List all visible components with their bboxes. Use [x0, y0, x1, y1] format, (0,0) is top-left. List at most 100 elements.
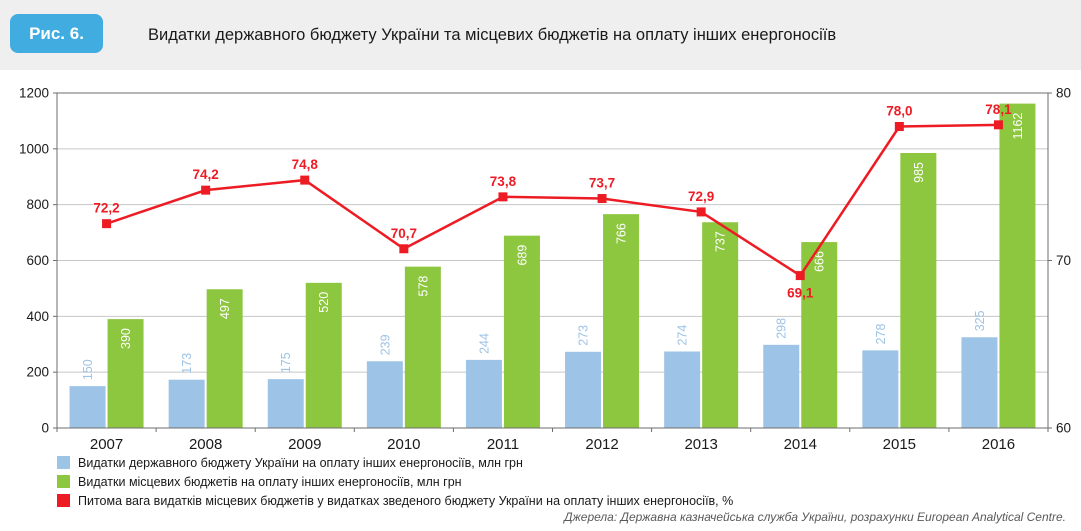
figure-header: Рис. 6. Видатки державного бюджету Украї… — [0, 0, 1081, 70]
bar-value-label: 766 — [615, 223, 629, 244]
line-marker — [201, 185, 211, 195]
bar-value-label: 666 — [813, 251, 827, 272]
plot-border — [56, 92, 1049, 429]
bar-value-label: 520 — [317, 292, 331, 313]
figure-title: Видатки державного бюджету України та мі… — [148, 25, 837, 44]
left-axis-tick: 600 — [26, 253, 49, 268]
bar-series-1: 390 497 520 578 689 766 737 666 985 1162 — [107, 103, 1036, 428]
legend-label-state-budget: Видатки державного бюджету України на оп… — [78, 455, 523, 470]
x-axis-year-label: 2013 — [684, 436, 717, 452]
line-marker — [696, 207, 706, 217]
combo-chart: 0 200 400 600 800 1000 1200 60 70 80 2007 2008 2009 2… — [19, 86, 1071, 453]
x-axis-year-label: 2007 — [90, 436, 123, 452]
bar-value-label: 689 — [515, 245, 529, 266]
line-value-label: 74,2 — [193, 167, 219, 182]
bar — [366, 361, 403, 428]
bar — [603, 214, 640, 428]
left-axis-tick: 1000 — [19, 141, 49, 156]
line-value-label: 72,2 — [93, 201, 119, 216]
bar-series-0: 150 173 175 239 244 273 274 298 278 325 — [69, 310, 998, 428]
bar — [503, 235, 540, 428]
bar — [702, 222, 739, 428]
bar-value-label: 274 — [676, 325, 690, 346]
line-marker — [795, 271, 805, 281]
line-value-label: 72,9 — [688, 189, 714, 204]
legend-label-local-budget: Видатки місцевих бюджетів на оплату інши… — [78, 474, 462, 489]
figure-number-badge: Рис. 6. — [10, 14, 103, 53]
line-marker — [597, 194, 607, 204]
bar-value-label: 985 — [912, 162, 926, 183]
line-value-label: 70,7 — [391, 226, 417, 241]
share-line-path — [106, 123, 999, 278]
left-axis-tick: 800 — [26, 197, 49, 212]
bar — [801, 242, 838, 428]
legend: Видатки державного бюджету України на оп… — [57, 453, 733, 510]
line-value-label: 69,1 — [787, 286, 814, 301]
legend-swatch-state-budget — [57, 456, 70, 469]
line-value-label: 78,1 — [985, 102, 1012, 117]
bar-value-label: 244 — [477, 333, 491, 354]
line-value-label: 74,8 — [292, 157, 319, 172]
bar-value-label: 173 — [180, 353, 194, 374]
bar — [961, 337, 998, 428]
bar-value-label: 325 — [973, 310, 987, 331]
x-axis-year-label: 2009 — [288, 436, 321, 452]
line-marker — [894, 122, 904, 131]
x-axis-year-label: 2011 — [487, 436, 519, 452]
bar-value-label: 578 — [416, 276, 430, 297]
x-axis-year-label: 2008 — [189, 436, 222, 452]
bar-value-label: 150 — [81, 359, 95, 380]
bar-value-label: 278 — [874, 323, 888, 344]
bar — [206, 289, 243, 428]
bar — [763, 344, 800, 428]
x-axis-year-label: 2014 — [784, 436, 817, 452]
bar — [862, 350, 899, 428]
legend-label-share-line: Питома вага видатків місцевих бюджетів у… — [78, 493, 734, 508]
x-axis-year-label: 2016 — [982, 436, 1015, 452]
source-note: Джерела: Державна казначейська служба Ук… — [564, 510, 1066, 524]
bar-value-label: 497 — [218, 298, 232, 319]
left-axis-tick: 0 — [41, 421, 49, 436]
bar — [465, 359, 502, 428]
x-axis-year-label: 2015 — [883, 436, 916, 452]
bar-value-label: 298 — [775, 318, 789, 339]
right-axis-tick: 80 — [1056, 86, 1071, 101]
bar — [168, 379, 205, 428]
bar-value-label: 1162 — [1011, 113, 1025, 140]
bar — [69, 386, 106, 428]
bar — [305, 282, 342, 428]
bar-value-label: 737 — [714, 231, 728, 252]
line-value-label: 73,7 — [589, 176, 615, 191]
bar — [900, 153, 937, 428]
bar-value-label: 239 — [378, 334, 392, 355]
legend-swatch-local-budget — [57, 475, 70, 488]
bar-value-label: 390 — [119, 328, 133, 349]
bar — [404, 266, 441, 428]
gridlines — [57, 148, 1048, 373]
left-axis-tick: 200 — [26, 365, 49, 380]
legend-item-state-budget: Видатки державного бюджету України на оп… — [57, 453, 733, 472]
bar — [664, 351, 701, 428]
legend-item-share-line: Питома вага видатків місцевих бюджетів у… — [57, 491, 733, 510]
line-marker — [399, 244, 409, 254]
axes: 0 200 400 600 800 1000 1200 60 70 80 2007 2008 2009 2… — [19, 86, 1071, 453]
left-axis-tick: 400 — [26, 309, 49, 324]
line-marker — [993, 120, 1003, 130]
line-series: 72,2 74,2 74,8 70,7 73,8 73,7 72,9 69,1 78,0 78,1 — [93, 102, 1012, 301]
line-marker — [498, 192, 508, 202]
bar — [107, 319, 144, 428]
line-value-label: 73,8 — [490, 174, 517, 189]
left-axis-tick: 1200 — [19, 86, 49, 101]
bar-value-label: 175 — [279, 352, 293, 373]
bar — [565, 351, 602, 428]
bar-value-label: 273 — [577, 325, 591, 346]
legend-item-local-budget: Видатки місцевих бюджетів на оплату інши… — [57, 472, 733, 491]
line-marker — [300, 175, 310, 185]
x-axis-year-label: 2012 — [585, 436, 618, 452]
right-axis-tick: 70 — [1056, 253, 1071, 268]
line-value-label: 78,0 — [886, 104, 912, 119]
x-axis-year-label: 2010 — [387, 436, 420, 452]
legend-swatch-share-line — [57, 494, 70, 507]
right-axis-tick: 60 — [1056, 421, 1071, 436]
